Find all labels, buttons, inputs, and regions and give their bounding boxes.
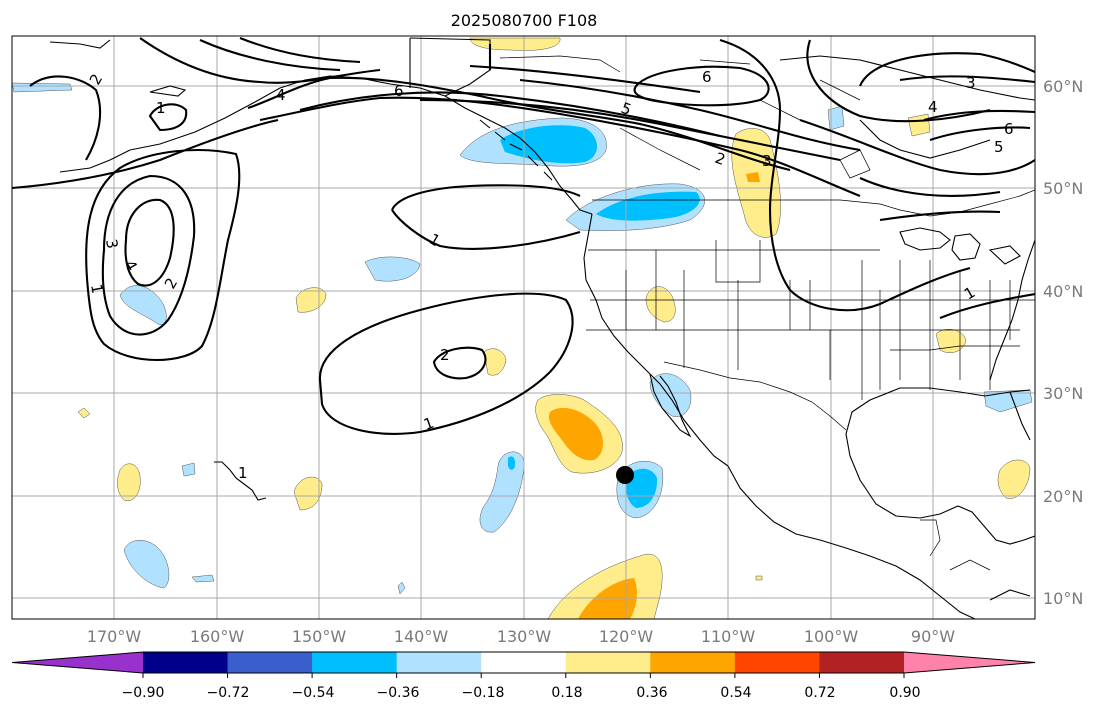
lon-tick-label: 170°W: [87, 627, 142, 646]
lon-tick-label: 110°W: [701, 627, 756, 646]
lat-tick-label: 40°N: [1043, 282, 1083, 301]
colorbar-tick-label: 0.90: [889, 685, 920, 701]
colorbar-segment: [312, 652, 398, 673]
colorbar: −0.90 −0.72 −0.54 −0.36 −0.18 0.18 0.36 …: [11, 651, 1036, 701]
contour-label: 6: [702, 68, 712, 86]
contour-lines: [12, 37, 1035, 435]
lon-tick-label: 140°W: [394, 627, 449, 646]
lon-tick-label: 120°W: [599, 627, 654, 646]
colorbar-tick-label: 0.36: [636, 685, 667, 701]
lon-tick-label: 130°W: [497, 627, 552, 646]
colorbar-extend-high: [904, 652, 1035, 673]
colorbar-segment: [650, 652, 736, 673]
contour-label: 3: [762, 152, 772, 170]
contour-label: 1: [156, 99, 166, 117]
contour-label: 2: [440, 346, 450, 364]
contour-label: 3: [966, 74, 976, 92]
longitude-labels: 170°W 160°W 150°W 140°W 130°W 120°W 110°…: [87, 627, 955, 646]
lon-tick-label: 90°W: [911, 627, 955, 646]
lat-tick-label: 10°N: [1043, 589, 1083, 608]
colorbar-tick-label: 0.72: [804, 685, 835, 701]
figure-title: 2025080700 F108: [451, 11, 598, 30]
colorbar-segment: [143, 652, 229, 673]
lat-tick-label: 60°N: [1043, 77, 1083, 96]
colorbar-segment: [734, 652, 820, 673]
colorbar-tick-label: −0.72: [207, 685, 250, 701]
contour-labels: 1 1 1 1 1 1 2 2 2 2 3 3 3 4 4 4 5 5 6 6 …: [86, 68, 1014, 482]
storm-center-marker: [616, 466, 634, 484]
colorbar-segment: [396, 652, 482, 673]
political-borders: [499, 55, 1035, 571]
colorbar-tick-label: −0.18: [462, 685, 505, 701]
contour-label: 6: [1004, 120, 1014, 138]
colorbar-segment: [565, 652, 651, 673]
colorbar-tick-label: −0.36: [377, 685, 420, 701]
lat-tick-label: 20°N: [1043, 487, 1083, 506]
lon-tick-label: 100°W: [804, 627, 859, 646]
colorbar-tick-label: 0.18: [551, 685, 582, 701]
colorbar-tick-label: 0.54: [720, 685, 751, 701]
lon-tick-label: 160°W: [190, 627, 245, 646]
lat-tick-label: 50°N: [1043, 179, 1083, 198]
latitude-labels: 60°N 50°N 40°N 30°N 20°N 10°N: [1043, 77, 1083, 608]
colorbar-tick-label: −0.90: [122, 685, 165, 701]
colorbar-segment: [481, 652, 567, 673]
lon-tick-label: 150°W: [292, 627, 347, 646]
colorbar-extend-low: [12, 652, 143, 673]
map-panel: 1 1 1 1 1 1 2 2 2 2 3 3 3 4 4 4 5 5 6 6 …: [12, 36, 1035, 619]
colorbar-segment: [227, 652, 313, 673]
colorbar-tick-label: −0.54: [292, 685, 335, 701]
contour-label: 4: [276, 86, 286, 104]
contour-label: 1: [87, 283, 106, 296]
contour-label: 3: [102, 238, 121, 251]
colorbar-segment: [819, 652, 905, 673]
contour-label: 6: [394, 82, 404, 100]
colorbar-segments: [11, 651, 1036, 674]
contour-label: 1: [238, 464, 248, 482]
contour-label: 4: [928, 98, 938, 116]
lat-tick-label: 30°N: [1043, 384, 1083, 403]
map-frame: [11, 35, 1036, 620]
contour-label: 5: [994, 138, 1004, 156]
colorbar-ticks: [142, 673, 905, 678]
